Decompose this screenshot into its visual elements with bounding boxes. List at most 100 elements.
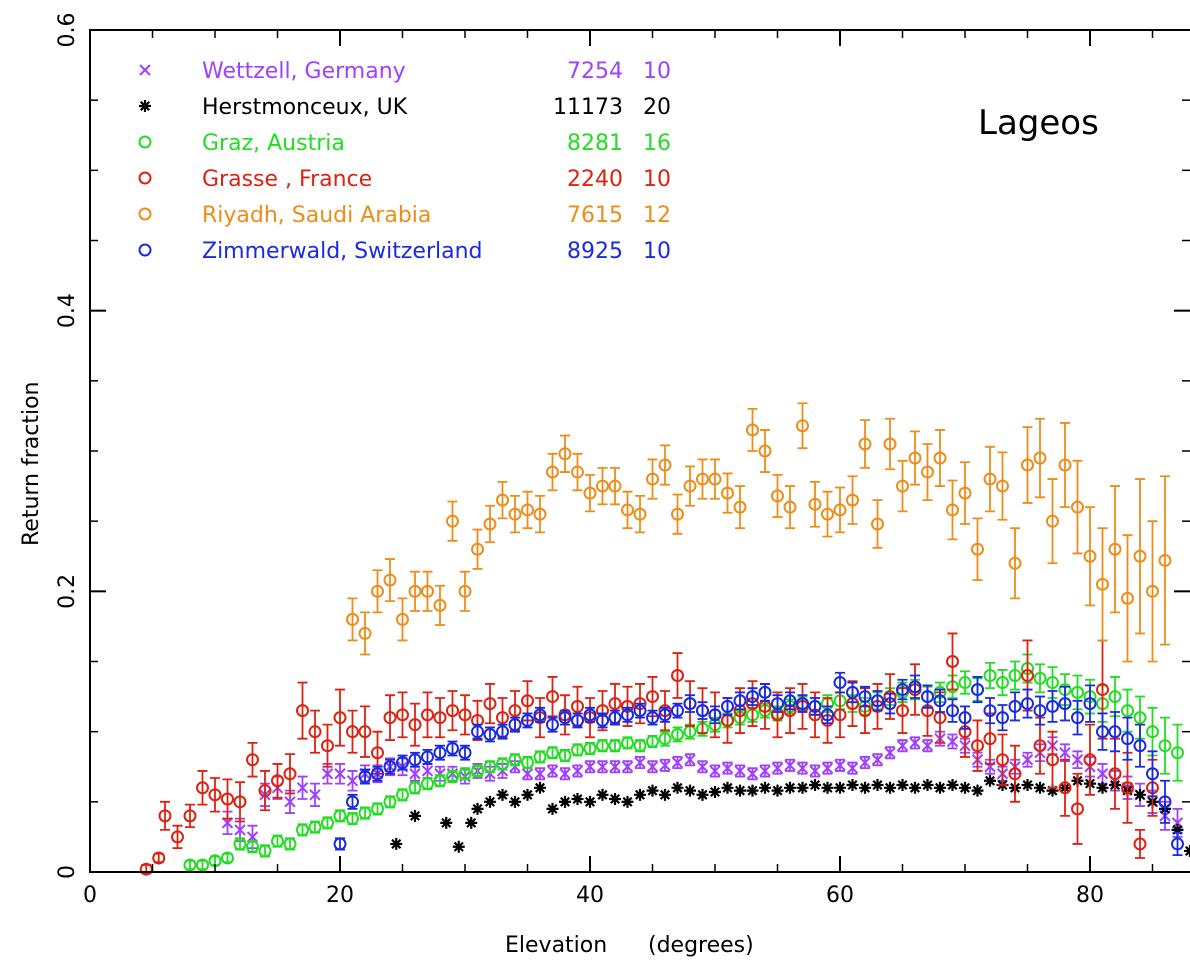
data-point bbox=[684, 784, 696, 797]
data-point bbox=[409, 768, 421, 780]
data-point bbox=[358, 725, 372, 739]
data-point bbox=[421, 750, 434, 764]
data-point bbox=[1071, 711, 1084, 725]
error-bar bbox=[1147, 750, 1158, 798]
data-point bbox=[1133, 837, 1147, 851]
data-point bbox=[971, 542, 984, 556]
error-bar bbox=[1135, 829, 1145, 859]
data-point bbox=[308, 725, 322, 739]
data-point bbox=[583, 708, 597, 722]
data-point bbox=[1071, 685, 1084, 699]
data-point bbox=[683, 479, 697, 493]
error-bar bbox=[847, 681, 858, 704]
data-point bbox=[871, 694, 884, 708]
data-point bbox=[596, 739, 609, 753]
error-bar bbox=[997, 733, 1008, 786]
data-point bbox=[296, 782, 309, 794]
data-point bbox=[1083, 753, 1097, 767]
data-point bbox=[1083, 697, 1097, 711]
data-point bbox=[709, 786, 721, 799]
data-point bbox=[646, 734, 659, 748]
data-point bbox=[746, 423, 759, 437]
data-point bbox=[896, 479, 909, 493]
error-bar bbox=[922, 443, 933, 502]
data-point bbox=[896, 739, 909, 752]
data-point bbox=[1108, 767, 1122, 781]
data-point bbox=[896, 704, 909, 718]
data-point bbox=[671, 704, 684, 718]
data-point bbox=[571, 743, 584, 757]
data-point bbox=[796, 781, 809, 794]
data-point bbox=[1121, 781, 1134, 795]
data-point bbox=[908, 680, 922, 694]
data-point bbox=[271, 774, 284, 788]
error-bar bbox=[985, 697, 995, 725]
legend-n: 10 bbox=[643, 239, 671, 264]
data-point bbox=[609, 761, 621, 773]
legend-label: Zimmerwald, Switzerland bbox=[202, 239, 483, 264]
legend-n: 10 bbox=[643, 59, 671, 84]
data-point bbox=[759, 781, 771, 794]
data-point bbox=[783, 500, 797, 514]
data-point bbox=[296, 704, 309, 718]
data-point bbox=[446, 514, 459, 528]
error-bar bbox=[197, 770, 208, 806]
data-point bbox=[558, 749, 572, 763]
data-point bbox=[596, 761, 609, 773]
data-point bbox=[871, 754, 884, 766]
data-point bbox=[808, 699, 822, 713]
error-bar bbox=[485, 683, 495, 725]
data-point bbox=[471, 542, 484, 556]
error-bar bbox=[635, 495, 645, 534]
data-point bbox=[333, 711, 347, 725]
data-point bbox=[433, 711, 447, 725]
data-point bbox=[621, 761, 634, 773]
data-point bbox=[1083, 549, 1097, 563]
data-point bbox=[834, 781, 846, 794]
y-axis-label: Return fraction bbox=[19, 381, 44, 546]
data-point bbox=[671, 669, 684, 683]
data-point bbox=[358, 770, 372, 784]
data-point bbox=[533, 507, 547, 521]
data-point bbox=[383, 795, 397, 809]
legend-marker bbox=[138, 171, 152, 185]
data-point bbox=[708, 708, 722, 722]
data-point bbox=[383, 760, 397, 774]
data-point bbox=[446, 704, 459, 718]
data-point bbox=[871, 517, 884, 531]
error-bar bbox=[222, 778, 233, 820]
error-bar bbox=[1085, 684, 1095, 723]
error-bar bbox=[347, 709, 358, 754]
data-point bbox=[1184, 844, 1190, 857]
error-bar bbox=[360, 705, 370, 758]
data-point bbox=[1146, 725, 1159, 739]
error-bar bbox=[447, 690, 458, 732]
data-point bbox=[846, 762, 859, 774]
data-point bbox=[152, 851, 166, 865]
error-bar bbox=[1172, 831, 1183, 857]
data-point bbox=[721, 699, 734, 713]
data-point bbox=[621, 736, 634, 750]
error-bar bbox=[660, 444, 670, 486]
error-bar bbox=[947, 698, 958, 723]
legend-count: 8925 bbox=[567, 239, 623, 264]
error-bar bbox=[1047, 478, 1058, 565]
error-bar bbox=[497, 480, 508, 520]
data-point bbox=[909, 737, 921, 749]
data-point bbox=[708, 472, 722, 486]
data-point bbox=[846, 685, 859, 699]
legend-label: Riyadh, Saudi Arabia bbox=[202, 203, 431, 228]
error-bar bbox=[897, 459, 908, 513]
error-bar bbox=[1160, 716, 1170, 775]
data-point bbox=[1059, 747, 1071, 759]
data-point bbox=[571, 765, 584, 777]
data-point bbox=[465, 816, 478, 829]
data-point bbox=[1133, 549, 1147, 563]
data-point bbox=[1008, 699, 1022, 713]
data-point bbox=[796, 697, 809, 711]
y-tick-label: 0.6 bbox=[55, 13, 80, 48]
error-bar bbox=[947, 632, 958, 691]
error-bar bbox=[872, 690, 883, 712]
data-point bbox=[608, 697, 622, 711]
data-point bbox=[871, 778, 884, 791]
